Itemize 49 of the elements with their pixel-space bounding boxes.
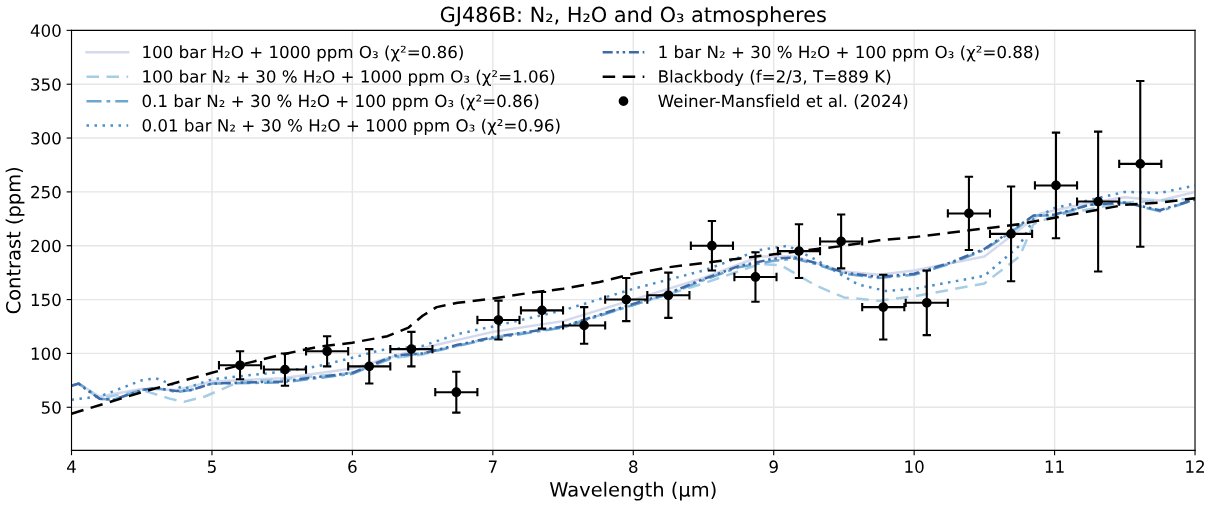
y-tick-label: 50 <box>41 401 61 414</box>
chart-title: GJ486B: N₂, H₂O and O₃ atmospheres <box>440 6 826 27</box>
point <box>493 315 504 325</box>
legend-label: Weiner-Mansfield et al. (2024) <box>658 94 908 110</box>
point <box>921 297 932 308</box>
point <box>235 360 245 371</box>
x-tick-label: 4 <box>67 460 76 473</box>
legend-label: 0.1 bar N₂ + 30 % H₂O + 100 ppm O₃ (χ²=0.86) <box>142 94 539 111</box>
point <box>750 272 761 282</box>
legend-label: 0.01 bar N₂ + 30 % H₂O + 1000 ppm O₃ (χ²=0.96) <box>142 118 560 135</box>
point <box>1135 159 1146 169</box>
y-tick-label: 200 <box>31 239 61 253</box>
point <box>794 246 804 256</box>
point <box>1051 180 1061 191</box>
point <box>1006 229 1016 239</box>
point <box>707 240 717 251</box>
point <box>280 364 290 375</box>
legend-label: Blackbody (f=2/3, T=889 K) <box>659 69 891 86</box>
y-tick-label: 300 <box>31 132 61 145</box>
y-tick-label: 100 <box>31 347 61 360</box>
x-axis-title: Wavelength (µm) <box>549 481 716 501</box>
x-tick-label: 9 <box>769 460 778 473</box>
y-tick-label: 400 <box>30 24 61 37</box>
x-tick-label: 5 <box>207 460 216 473</box>
x-tick-label: 12 <box>1186 460 1204 473</box>
x-tick-label: 7 <box>488 460 497 473</box>
y-tick-label: 250 <box>31 185 61 199</box>
y-tick-label: 350 <box>31 78 61 91</box>
point <box>836 236 846 247</box>
point <box>451 387 462 398</box>
point <box>322 346 332 357</box>
y-axis-title: Contrast (ppm) <box>5 167 25 314</box>
point <box>663 290 674 301</box>
point <box>537 305 547 316</box>
point <box>1093 196 1103 207</box>
point <box>964 208 974 219</box>
point <box>878 302 889 312</box>
x-tick-label: 11 <box>1045 460 1064 473</box>
legend-label: 100 bar N₂ + 30 % H₂O + 1000 ppm O₃ (χ²=1.06) <box>143 69 555 86</box>
x-tick-label: 6 <box>348 460 357 473</box>
point <box>579 320 589 331</box>
legend-label: 100 bar H₂O + 1000 ppm O₃ (χ²=0.86) <box>143 45 463 62</box>
point <box>364 361 375 372</box>
legend-label: 1 bar N₂ + 30 % H₂O + 100 ppm O₃ (χ²=0.88) <box>659 45 1039 62</box>
point <box>621 294 632 305</box>
x-tick-label: 8 <box>629 460 638 473</box>
point <box>406 344 417 354</box>
y-tick-label: 150 <box>31 293 61 307</box>
x-tick-label: 10 <box>905 460 924 473</box>
